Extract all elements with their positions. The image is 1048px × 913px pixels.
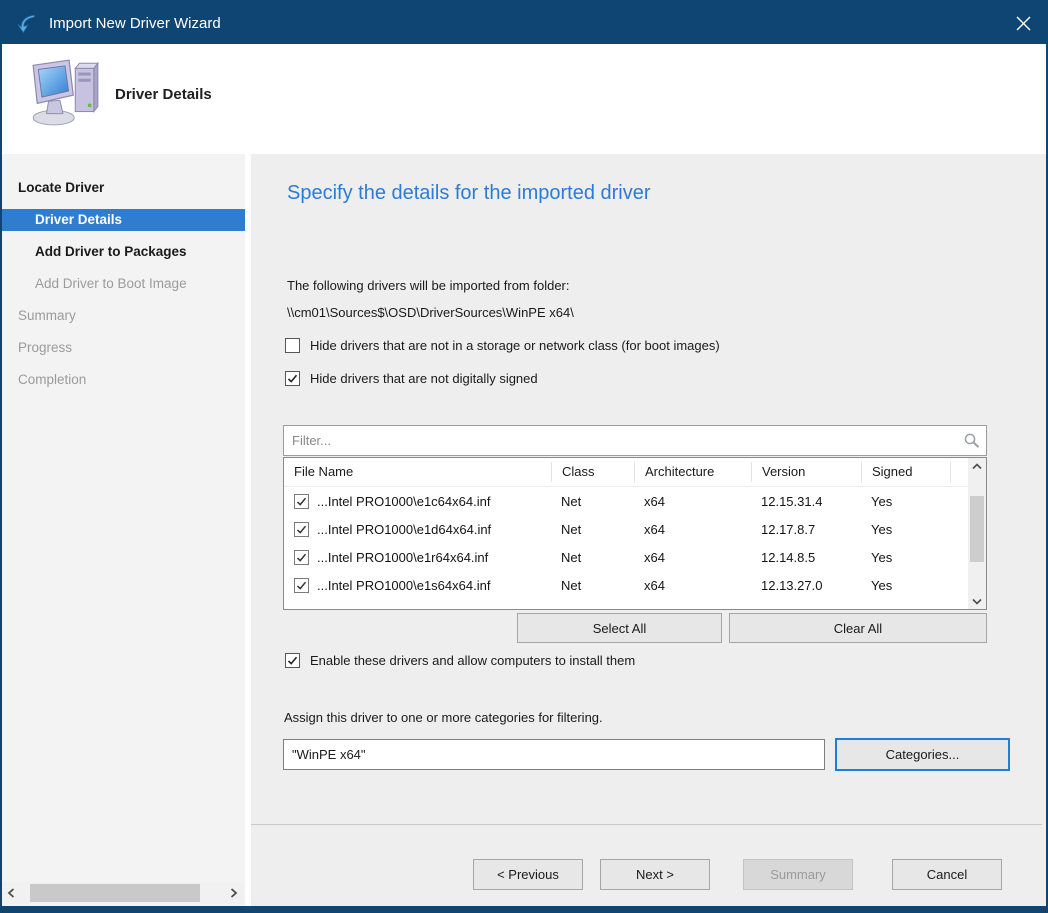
enable-drivers-checkbox[interactable] xyxy=(285,653,300,668)
source-path: \\cm01\Sources$\OSD\DriverSources\WinPE … xyxy=(287,305,574,320)
wizard-header: Driver Details xyxy=(2,44,1046,154)
cell-file-name: ...Intel PRO1000\e1c64x64.inf xyxy=(317,493,491,509)
scrollbar-thumb[interactable] xyxy=(970,496,984,562)
step-add-driver-to-packages[interactable]: Add Driver to Packages xyxy=(35,244,187,259)
categories-button[interactable]: Categories... xyxy=(835,738,1010,771)
table-row[interactable]: ...Intel PRO1000\e1d64x64.inf Net x64 12… xyxy=(284,515,986,543)
intro-text: The following drivers will be imported f… xyxy=(287,278,570,293)
categories-instruction: Assign this driver to one or more catego… xyxy=(284,710,603,725)
scroll-up-icon[interactable] xyxy=(968,458,986,475)
scroll-left-icon[interactable] xyxy=(2,882,22,904)
column-header-signed[interactable]: Signed xyxy=(861,462,951,482)
cell-version: 12.17.8.7 xyxy=(761,521,816,537)
cell-file-name: ...Intel PRO1000\e1s64x64.inf xyxy=(317,577,491,593)
row-checkbox[interactable] xyxy=(294,549,309,565)
cell-architecture: x64 xyxy=(644,577,665,593)
column-header-architecture[interactable]: Architecture xyxy=(634,462,751,482)
step-locate-driver[interactable]: Locate Driver xyxy=(18,180,105,195)
filter-field-wrap xyxy=(283,425,987,456)
hide-storage-network-label: Hide drivers that are not in a storage o… xyxy=(310,338,720,353)
checkmark-icon xyxy=(287,374,298,383)
page-title: Driver Details xyxy=(115,86,212,103)
cell-class: Net xyxy=(561,577,582,593)
cell-signed: Yes xyxy=(871,549,893,565)
main-content: Specify the details for the imported dri… xyxy=(251,154,1046,906)
filter-input[interactable] xyxy=(283,425,987,456)
column-header-class[interactable]: Class xyxy=(551,462,634,482)
cell-class: Net xyxy=(561,521,582,537)
window-title: Import New Driver Wizard xyxy=(49,14,221,32)
row-checkbox[interactable] xyxy=(294,521,309,537)
computer-icon xyxy=(32,59,99,126)
hide-unsigned-checkbox[interactable] xyxy=(285,371,300,386)
table-row[interactable]: ...Intel PRO1000\e1c64x64.inf Net x64 12… xyxy=(284,487,986,515)
step-progress[interactable]: Progress xyxy=(18,340,73,355)
hide-storage-network-checkbox[interactable] xyxy=(285,338,300,353)
scroll-right-icon[interactable] xyxy=(223,882,243,904)
curved-arrow-icon xyxy=(17,14,35,34)
footer-divider xyxy=(251,824,1042,825)
cell-architecture: x64 xyxy=(644,521,665,537)
previous-button[interactable]: < Previous xyxy=(473,859,583,890)
table-header: File Name Class Architecture Version Sig… xyxy=(284,458,986,487)
step-add-driver-to-boot-image[interactable]: Add Driver to Boot Image xyxy=(35,276,187,291)
cancel-button[interactable]: Cancel xyxy=(892,859,1002,890)
cell-file-name: ...Intel PRO1000\e1d64x64.inf xyxy=(317,521,492,537)
cell-signed: Yes xyxy=(871,493,893,509)
sidebar-horizontal-scrollbar[interactable] xyxy=(2,882,245,904)
cell-class: Net xyxy=(561,549,582,565)
summary-button: Summary xyxy=(743,859,853,890)
cell-signed: Yes xyxy=(871,577,893,593)
category-value-field[interactable] xyxy=(283,739,825,770)
scroll-down-icon[interactable] xyxy=(968,592,986,609)
wizard-step-list: Locate Driver Driver Details Add Driver … xyxy=(2,177,245,401)
wizard-steps-sidebar: Locate Driver Driver Details Add Driver … xyxy=(2,154,245,906)
cell-class: Net xyxy=(561,493,582,509)
step-driver-details[interactable]: Driver Details xyxy=(2,209,245,231)
row-checkbox[interactable] xyxy=(294,493,309,509)
clear-all-button[interactable]: Clear All xyxy=(729,613,987,643)
cell-file-name: ...Intel PRO1000\e1r64x64.inf xyxy=(317,549,489,565)
cell-signed: Yes xyxy=(871,521,893,537)
search-icon xyxy=(964,433,979,448)
enable-drivers-label: Enable these drivers and allow computers… xyxy=(310,653,636,668)
table-vertical-scrollbar[interactable] xyxy=(968,458,986,609)
cell-version: 12.14.8.5 xyxy=(761,549,816,565)
row-checkbox[interactable] xyxy=(294,577,309,593)
column-header-version[interactable]: Version xyxy=(751,462,861,482)
table-row[interactable]: ...Intel PRO1000\e1s64x64.inf Net x64 12… xyxy=(284,571,986,599)
step-summary[interactable]: Summary xyxy=(18,308,76,323)
step-completion[interactable]: Completion xyxy=(18,372,87,387)
hide-unsigned-label: Hide drivers that are not digitally sign… xyxy=(310,371,538,386)
table-row[interactable]: ...Intel PRO1000\e1r64x64.inf Net x64 12… xyxy=(284,543,986,571)
scrollbar-thumb[interactable] xyxy=(30,884,200,902)
cell-architecture: x64 xyxy=(644,493,665,509)
close-button[interactable] xyxy=(1000,2,1046,44)
checkmark-icon xyxy=(287,656,298,665)
cell-version: 12.15.31.4 xyxy=(761,493,823,509)
close-icon xyxy=(1016,16,1030,30)
title-bar: Import New Driver Wizard xyxy=(2,2,1046,44)
driver-table: File Name Class Architecture Version Sig… xyxy=(283,457,987,610)
sidebar-divider xyxy=(245,154,251,906)
cell-version: 12.13.27.0 xyxy=(761,577,823,593)
content-heading: Specify the details for the imported dri… xyxy=(287,182,651,204)
select-all-button[interactable]: Select All xyxy=(517,613,722,643)
column-header-file-name[interactable]: File Name xyxy=(294,464,354,479)
cell-architecture: x64 xyxy=(644,549,665,565)
next-button[interactable]: Next > xyxy=(600,859,710,890)
